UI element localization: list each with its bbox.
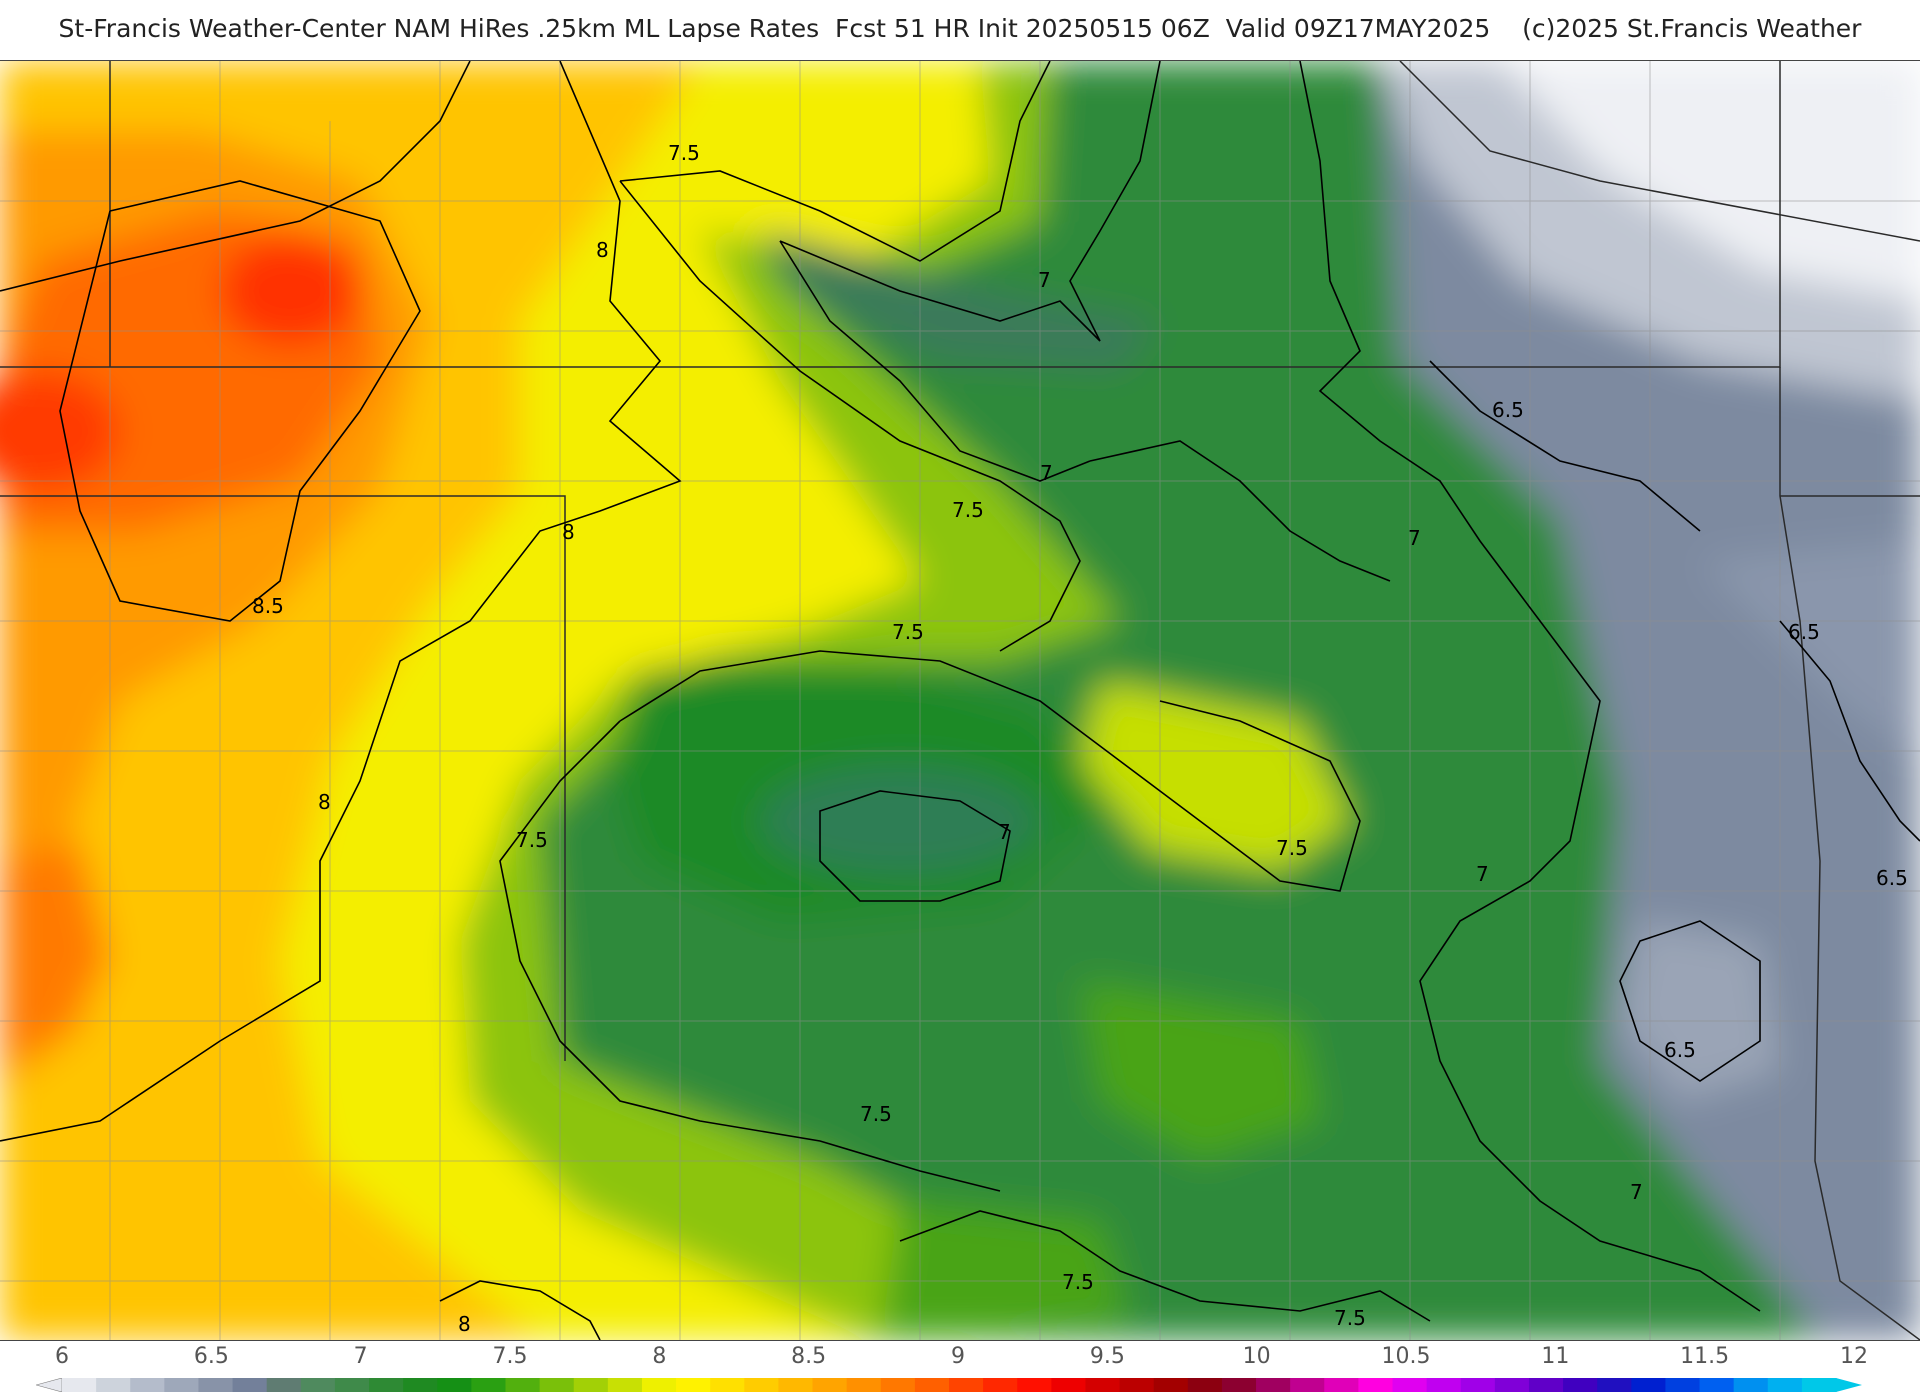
colorbar-segment [983,1378,1018,1392]
contour-label: 6.5 [1788,620,1820,644]
colorbar-segment [573,1378,609,1392]
contour-label: 7.5 [1334,1306,1366,1330]
map-title: St-Francis Weather-Center NAM HiRes .25k… [58,14,1862,43]
county-boundaries [0,61,1920,1340]
colorbar-tick-label: 12 [1840,1344,1868,1369]
colorbar-tick-label: 6.5 [193,1344,229,1369]
color-fill-field [0,61,1920,1340]
colorbar-tick-label: 7 [353,1344,368,1369]
colorbar-segment [1665,1378,1701,1392]
contour-label: 6.5 [1876,866,1908,890]
colorbar-segment [1119,1378,1155,1392]
contour-label: 6.5 [1492,398,1524,422]
contour-labels: 7.5 8 7 8 8.5 7 7.5 7 6.5 7.5 7.5 7 7.5 … [252,141,1908,1336]
contour-label: 8 [596,238,609,262]
colorbar-tick-label: 8.5 [791,1344,827,1369]
colorbar-segment [1699,1378,1735,1392]
contour-label: 7 [998,820,1011,844]
contour-label: 7 [1476,862,1489,886]
contour-label: 7 [1408,526,1421,550]
colorbar-segment [266,1378,302,1392]
colorbar-segment [62,1378,97,1392]
colorbar-segment [812,1378,848,1392]
colorbar-segment [1290,1378,1325,1392]
colorbar-segment [676,1378,711,1392]
contour-label: 8.5 [252,594,284,618]
colorbar-segment [369,1378,404,1392]
colorbar-segment [1187,1378,1223,1392]
colorbar-segment [641,1378,677,1392]
colorbar-tick-label: 10 [1242,1344,1271,1369]
colorbar-segment [1017,1378,1052,1392]
contour-label: 7.5 [1276,836,1308,860]
colorbar-segment [1494,1378,1530,1392]
colorbar-segment [1153,1378,1189,1392]
contour-label: 7 [1630,1180,1643,1204]
colorbar-segment [232,1378,268,1392]
colorbar-tick-label: 11.5 [1680,1344,1730,1369]
colorbar-segment [846,1378,882,1392]
contour-label: 6.5 [1664,1038,1696,1062]
contour-label: 7.5 [892,620,924,644]
colorbar-segment [1256,1378,1291,1392]
colorbar-tick-label: 9.5 [1089,1344,1125,1369]
colorbar-segment [1051,1378,1087,1392]
colorbar-segment [1392,1378,1428,1392]
contour-label: 8 [562,520,575,544]
colorbar-segment [880,1378,916,1392]
colorbar-segment [949,1378,984,1392]
colorbar-tick-label: 10.5 [1381,1344,1431,1369]
colorbar-tick-label: 7.5 [492,1344,528,1369]
colorbar-segment [1597,1378,1632,1392]
contour-label: 8 [458,1312,471,1336]
colorbar-segment [914,1378,950,1392]
colorbar-segment [607,1378,643,1392]
colorbar-segment [744,1378,780,1392]
colorbar-tick-label: 6 [55,1344,69,1369]
colorbar-segment [1324,1378,1359,1392]
colorbar-segment [471,1378,507,1392]
colorbar-segment [505,1378,541,1392]
colorbar-segment [1563,1378,1598,1392]
colorbar-segment [130,1378,165,1392]
colorbar-segment [300,1378,336,1392]
colorbar-segment [1528,1378,1564,1392]
colorbar-min-arrow [36,1378,63,1392]
colorbar-max-arrow [1836,1378,1862,1392]
colorbar-segment [164,1378,200,1392]
colorbar-tick-label: 9 [951,1344,965,1369]
contour-label: 7 [1038,268,1051,292]
colorbar-segment [1801,1378,1837,1392]
lapse-rate-map: 7.5 8 7 8 8.5 7 7.5 7 6.5 7.5 7.5 7 7.5 … [0,60,1920,1341]
colorbar-segment [539,1378,575,1392]
contour-label: 7 [1040,461,1053,485]
colorbar-segment [198,1378,234,1392]
colorbar-segment [1426,1378,1462,1392]
contour-label: 7.5 [860,1102,892,1126]
colorbar-segment [1733,1378,1769,1392]
contour-lines [0,61,1920,1340]
colorbar-segment [1358,1378,1394,1392]
colorbar-segment [96,1378,131,1392]
contour-label: 7.5 [952,498,984,522]
colorbar-segment [778,1378,814,1392]
colorbar-segment [437,1378,472,1392]
colorbar-segment [334,1378,370,1392]
colorbar-segment [710,1378,745,1392]
colorbar-segment [1460,1378,1496,1392]
colorbar-tick-labels: 6 6.5 7 7.5 8 8.5 9 9.5 10 10.5 11 11.5 12 [0,1344,1920,1374]
colorbar-tick-label: 11 [1541,1344,1570,1369]
contour-label: 8 [318,790,331,814]
colorbar-segment [1221,1378,1257,1392]
colorbar-segment [1085,1378,1121,1392]
contour-label: 7.5 [516,828,548,852]
contour-label: 7.5 [668,141,700,165]
colorbar-tick-label: 8 [652,1344,667,1369]
colorbar-segment [403,1378,438,1392]
colorbar-segment [1631,1378,1667,1392]
colorbar [36,1378,1862,1392]
colorbar-segment [1767,1378,1803,1392]
contour-label: 7.5 [1062,1270,1094,1294]
